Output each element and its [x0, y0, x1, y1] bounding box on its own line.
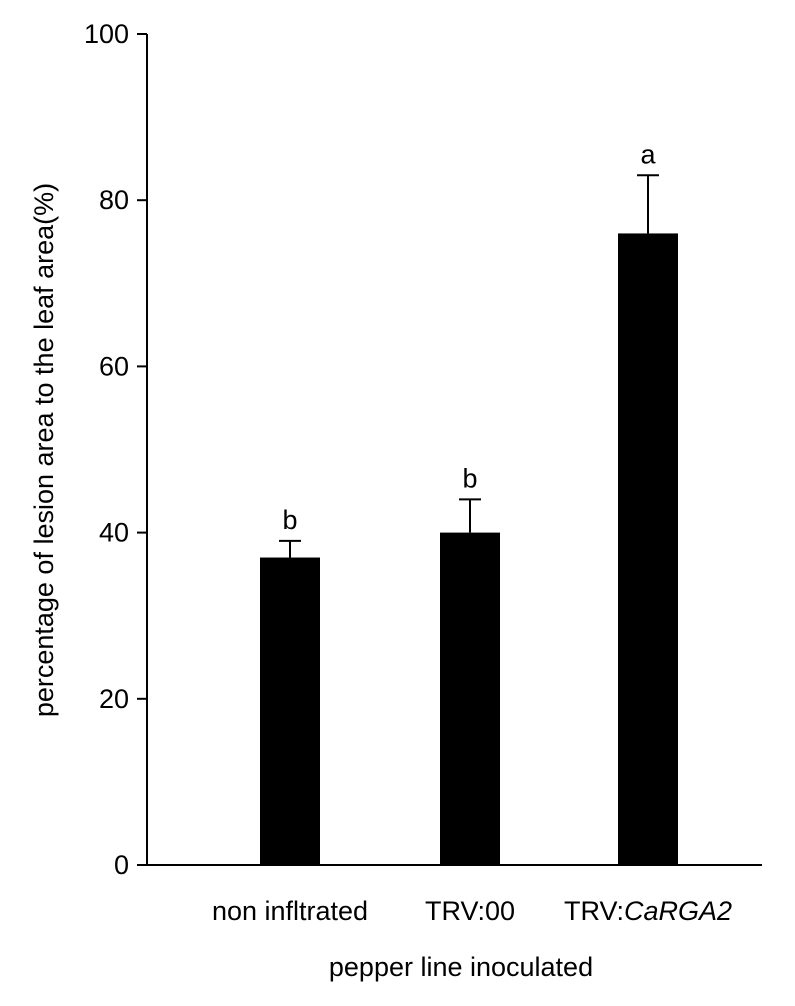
bar — [260, 557, 320, 865]
significance-label: a — [640, 139, 656, 169]
significance-label: b — [282, 505, 297, 535]
y-tick-label: 60 — [99, 351, 129, 381]
x-tick-label: non infltrated — [212, 896, 368, 926]
y-axis-label: percentage of lesion area to the leaf ar… — [29, 183, 59, 717]
y-ticks: 0 20 40 60 80 100 — [84, 19, 147, 880]
bars: b b a — [260, 139, 678, 865]
y-tick-label: 40 — [99, 518, 129, 548]
y-tick-label: 0 — [114, 850, 129, 880]
bar — [440, 532, 500, 865]
bar — [618, 233, 678, 865]
x-tick-label: TRV:CaRGA2 — [564, 896, 732, 926]
y-tick-label: 20 — [99, 684, 129, 714]
significance-label: b — [462, 463, 477, 493]
x-tick-label: TRV:00 — [425, 896, 515, 926]
x-axis-label: pepper line inoculated — [329, 952, 593, 982]
x-tick-labels: non infltrated TRV:00 TRV:CaRGA2 — [212, 896, 732, 926]
y-tick-label: 100 — [84, 19, 129, 49]
y-tick-label: 80 — [99, 185, 129, 215]
